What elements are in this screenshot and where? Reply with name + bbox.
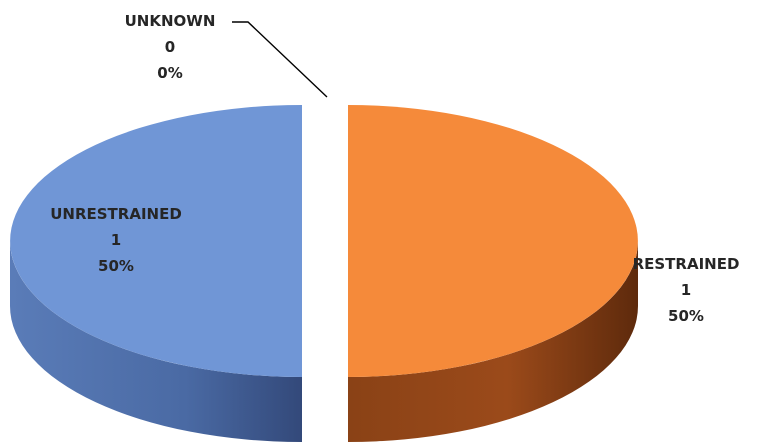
slice-restrained-top	[348, 105, 638, 377]
data-label-restrained: RESTRAINED 1 50%	[633, 255, 740, 325]
data-label-unknown: UNKNOWN 0 0%	[125, 12, 216, 82]
slice-unrestrained	[10, 105, 303, 442]
slice-restrained-side	[348, 241, 638, 442]
data-label-unknown-value: 0	[165, 38, 175, 56]
data-label-restrained-percent: 50%	[668, 307, 704, 325]
data-label-restrained-name: RESTRAINED	[633, 255, 740, 273]
data-label-unrestrained-name: UNRESTRAINED	[50, 205, 182, 223]
data-label-unknown-percent: 0%	[157, 64, 182, 82]
slice-restrained	[348, 105, 638, 442]
data-label-unrestrained: UNRESTRAINED 1 50%	[50, 205, 182, 275]
data-label-restrained-value: 1	[681, 281, 691, 299]
unknown-leader-line	[232, 21, 328, 98]
data-label-unrestrained-value: 1	[111, 231, 121, 249]
slice-unrestrained-top	[10, 105, 303, 377]
data-label-unrestrained-percent: 50%	[98, 257, 134, 275]
data-label-unknown-name: UNKNOWN	[125, 12, 216, 30]
slice-unrestrained-side	[10, 241, 302, 442]
